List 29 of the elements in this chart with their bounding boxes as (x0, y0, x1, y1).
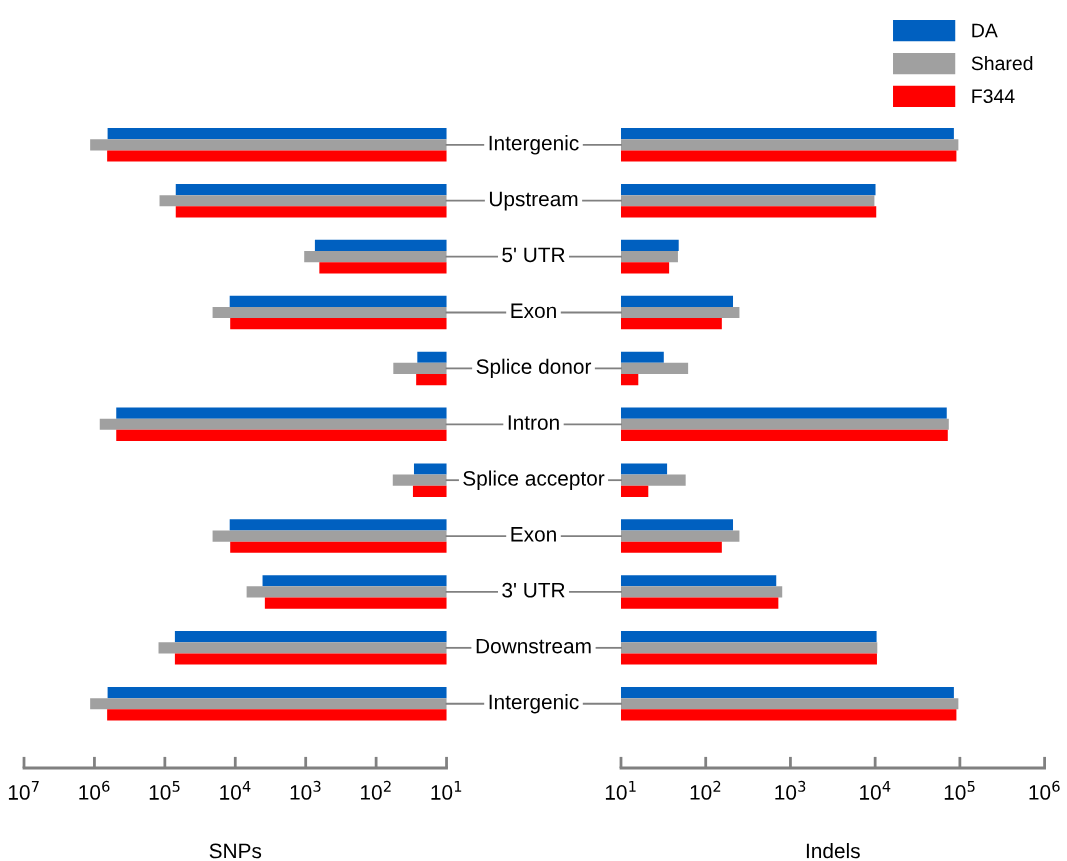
x-tick-label: 10$^{7}$ (8, 781, 39, 800)
legend-label: DA (972, 23, 998, 38)
y-tick-label: Intron (508, 415, 559, 430)
x-tick-label: 10$^{5}$ (944, 781, 975, 800)
x-tick-label: 10$^{4}$ (860, 781, 891, 800)
y-tick-label: 5' UTR (502, 247, 565, 263)
y-tick-label: Intergenic (489, 135, 579, 155)
y-tick-label: Intergenic (489, 694, 579, 714)
y-tick-label: Downstream (476, 638, 591, 654)
y-tick-label: Upstream (489, 191, 578, 211)
x-tick-label: 10$^{2}$ (690, 780, 721, 800)
x-tick-label: 10$^{1}$ (431, 781, 462, 800)
y-tick-label: Exon (511, 527, 556, 542)
x-tick-label: 10$^{4}$ (220, 781, 251, 800)
y-tick-label: Splice acceptor (463, 470, 605, 490)
y-tick-label: Exon (511, 303, 556, 319)
x-tick-label: 10$^{5}$ (149, 781, 180, 800)
x-tick-label: 10$^{6}$ (1029, 780, 1060, 800)
x-tick-label: 10$^{6}$ (79, 780, 110, 800)
y-tick-label: Splice donor (476, 358, 592, 379)
legend-label: Shared (971, 55, 1033, 71)
x-tick-label: 10$^{3}$ (775, 780, 806, 800)
x-tick-label: 10$^{3}$ (290, 780, 321, 800)
x-tick-label: 10$^{2}$ (361, 780, 391, 800)
x-axis-title: Indels (806, 842, 860, 859)
x-tick-label: 10$^{1}$ (605, 781, 636, 800)
x-axis-title: SNPs (209, 843, 262, 859)
legend-label: F344 (972, 89, 1015, 104)
y-tick-label: 3' UTR (502, 582, 565, 598)
